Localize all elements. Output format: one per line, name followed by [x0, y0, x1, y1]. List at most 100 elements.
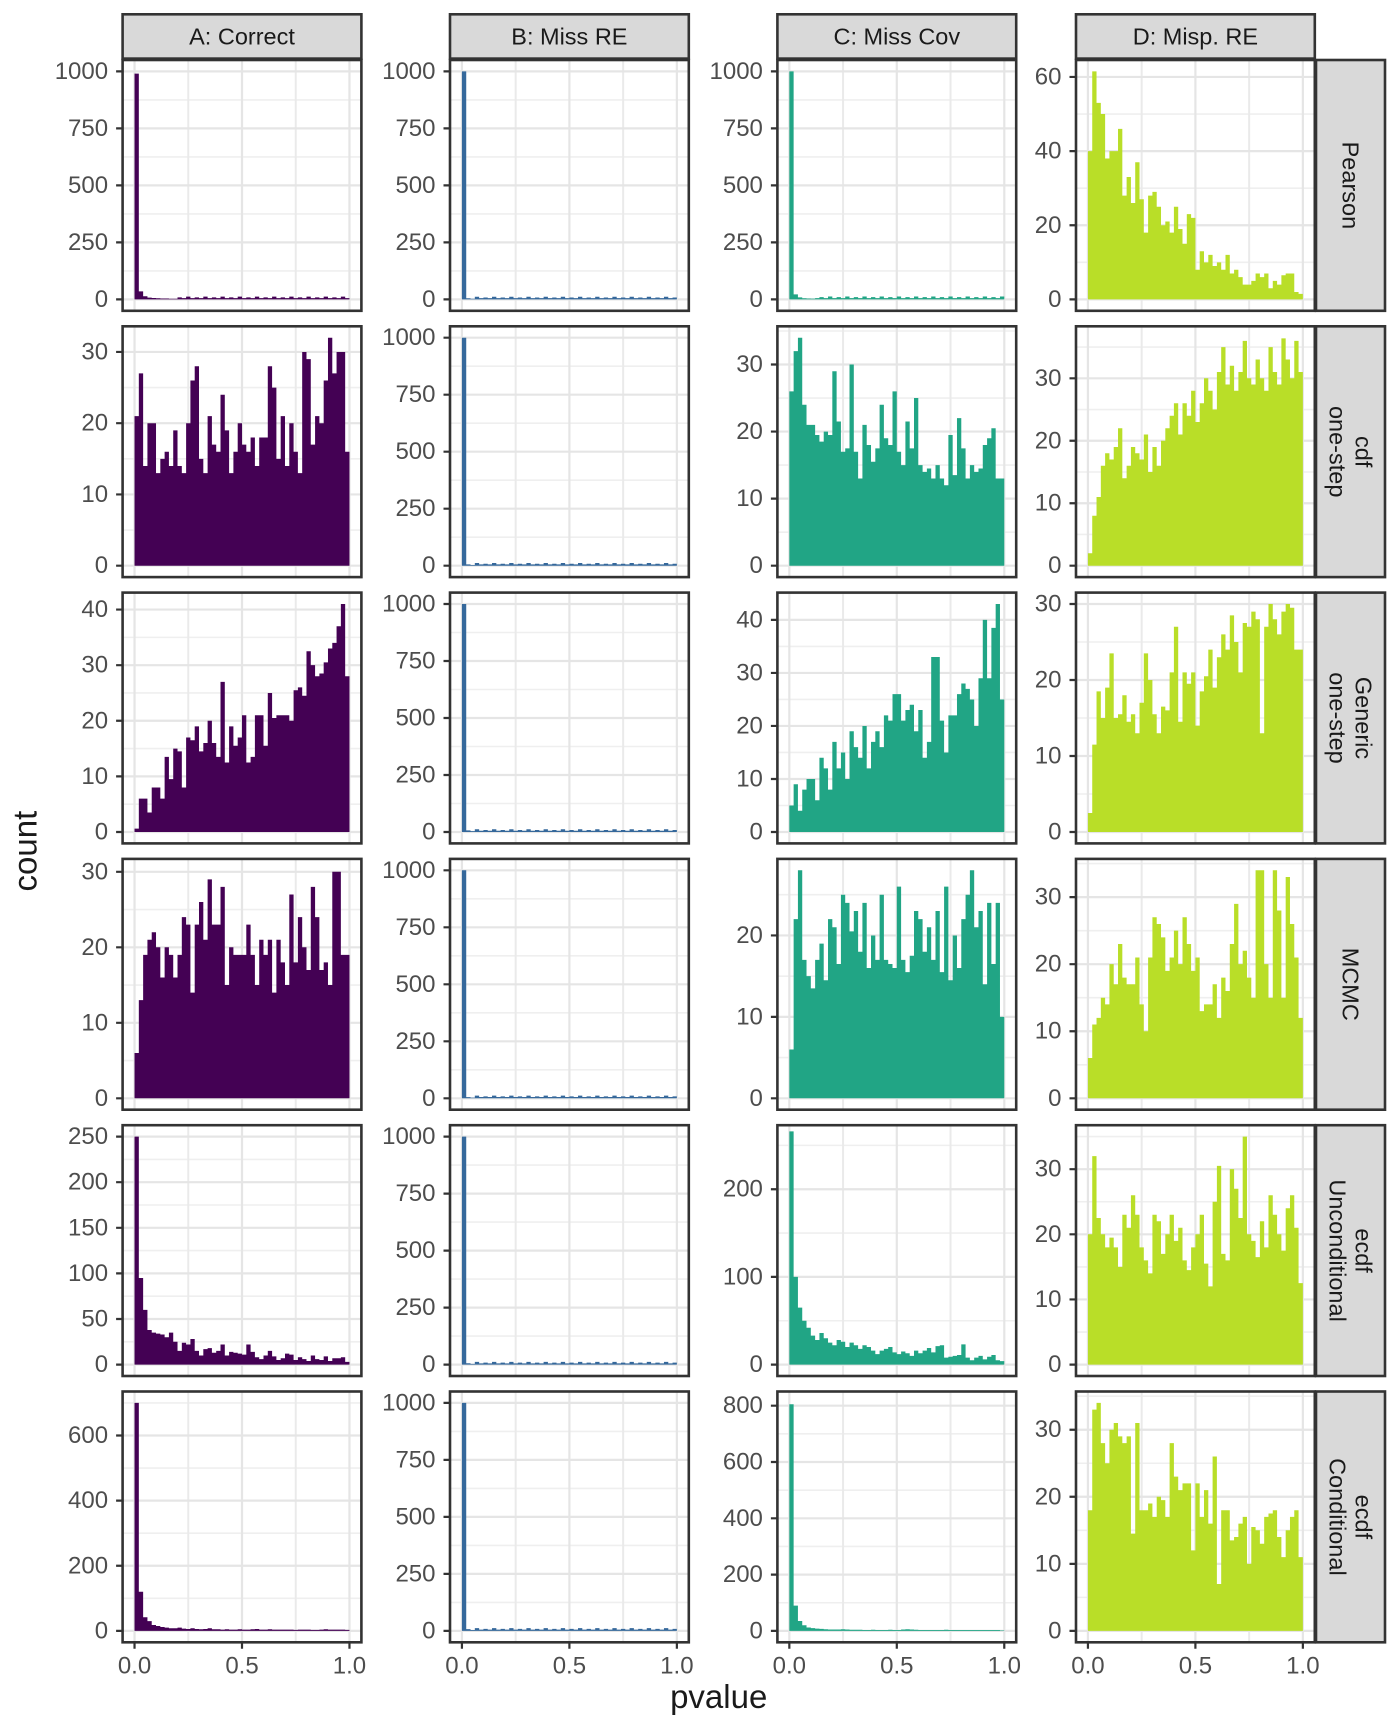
svg-text:1.0: 1.0 [988, 1652, 1021, 1679]
svg-text:30: 30 [736, 659, 763, 686]
svg-text:20: 20 [736, 922, 763, 949]
svg-text:Generic: Generic [1350, 677, 1376, 760]
svg-text:0: 0 [95, 1351, 108, 1378]
svg-text:500: 500 [395, 705, 435, 732]
svg-text:10: 10 [81, 763, 108, 790]
svg-text:40: 40 [81, 596, 108, 623]
svg-text:20: 20 [1035, 427, 1062, 454]
svg-text:250: 250 [68, 229, 108, 256]
svg-text:750: 750 [395, 648, 435, 675]
svg-text:0: 0 [750, 286, 763, 313]
svg-text:40: 40 [1035, 138, 1062, 165]
svg-text:600: 600 [723, 1449, 763, 1476]
svg-text:0: 0 [422, 819, 435, 846]
svg-text:10: 10 [736, 1003, 763, 1030]
svg-text:0: 0 [422, 1085, 435, 1112]
svg-text:MCMC: MCMC [1338, 948, 1364, 1021]
svg-text:D: Misp. RE: D: Misp. RE [1133, 24, 1258, 50]
svg-text:250: 250 [395, 1028, 435, 1055]
svg-text:0.5: 0.5 [1179, 1652, 1212, 1679]
svg-text:10: 10 [736, 765, 763, 792]
svg-text:Unconditional: Unconditional [1325, 1179, 1351, 1321]
svg-text:200: 200 [723, 1561, 763, 1588]
svg-text:10: 10 [1035, 490, 1062, 517]
svg-text:0.0: 0.0 [773, 1652, 806, 1679]
svg-text:1000: 1000 [382, 324, 435, 351]
svg-text:600: 600 [68, 1422, 108, 1449]
svg-text:10: 10 [81, 481, 108, 508]
svg-text:0: 0 [95, 819, 108, 846]
svg-text:30: 30 [1035, 884, 1062, 911]
svg-text:1.0: 1.0 [333, 1652, 366, 1679]
svg-text:20: 20 [81, 934, 108, 961]
svg-text:pvalue: pvalue [670, 1678, 767, 1715]
svg-text:count: count [7, 811, 44, 892]
svg-text:200: 200 [68, 1552, 108, 1579]
svg-text:1000: 1000 [382, 1123, 435, 1150]
svg-text:20: 20 [1035, 1483, 1062, 1510]
svg-text:100: 100 [68, 1260, 108, 1287]
svg-text:C: Miss Cov: C: Miss Cov [833, 24, 960, 50]
svg-text:750: 750 [395, 1446, 435, 1473]
svg-text:250: 250 [68, 1123, 108, 1150]
svg-text:500: 500 [395, 1503, 435, 1530]
svg-text:0: 0 [422, 286, 435, 313]
svg-text:30: 30 [81, 652, 108, 679]
svg-text:0: 0 [1048, 1617, 1061, 1644]
svg-text:1000: 1000 [55, 58, 108, 85]
svg-text:Pearson: Pearson [1338, 142, 1364, 230]
svg-text:250: 250 [395, 1560, 435, 1587]
svg-text:0.5: 0.5 [553, 1652, 586, 1679]
svg-text:150: 150 [68, 1214, 108, 1241]
svg-text:200: 200 [68, 1169, 108, 1196]
svg-text:50: 50 [81, 1306, 108, 1333]
svg-text:10: 10 [1035, 1286, 1062, 1313]
svg-text:20: 20 [81, 410, 108, 437]
svg-text:30: 30 [1035, 365, 1062, 392]
svg-text:0: 0 [1048, 819, 1061, 846]
svg-text:500: 500 [395, 1237, 435, 1264]
svg-text:0: 0 [750, 1085, 763, 1112]
svg-text:750: 750 [723, 115, 763, 142]
svg-text:1000: 1000 [382, 591, 435, 618]
svg-text:20: 20 [81, 707, 108, 734]
svg-text:200: 200 [723, 1176, 763, 1203]
svg-text:30: 30 [1035, 591, 1062, 618]
svg-text:400: 400 [723, 1505, 763, 1532]
svg-text:20: 20 [1035, 1221, 1062, 1248]
svg-text:20: 20 [1035, 667, 1062, 694]
svg-text:250: 250 [723, 229, 763, 256]
svg-text:750: 750 [395, 381, 435, 408]
svg-text:750: 750 [68, 115, 108, 142]
svg-text:0: 0 [1048, 552, 1061, 579]
svg-text:cdf: cdf [1350, 436, 1376, 468]
svg-text:0: 0 [422, 1351, 435, 1378]
svg-text:20: 20 [736, 418, 763, 445]
svg-text:20: 20 [1035, 212, 1062, 239]
svg-text:500: 500 [395, 172, 435, 199]
svg-text:0: 0 [95, 1617, 108, 1644]
svg-text:10: 10 [1035, 1550, 1062, 1577]
svg-text:20: 20 [1035, 951, 1062, 978]
svg-text:250: 250 [395, 229, 435, 256]
svg-text:1.0: 1.0 [660, 1652, 693, 1679]
svg-text:one-step: one-step [1325, 406, 1351, 497]
svg-text:0: 0 [1048, 1085, 1061, 1112]
svg-text:0: 0 [422, 552, 435, 579]
svg-text:ecdf: ecdf [1350, 1228, 1376, 1273]
svg-text:250: 250 [395, 1294, 435, 1321]
svg-text:400: 400 [68, 1487, 108, 1514]
svg-text:1000: 1000 [382, 1389, 435, 1416]
svg-text:B: Miss RE: B: Miss RE [511, 24, 627, 50]
svg-text:0: 0 [422, 1617, 435, 1644]
svg-text:ecdf: ecdf [1350, 1495, 1376, 1540]
svg-text:0: 0 [1048, 1351, 1061, 1378]
svg-text:one-step: one-step [1325, 672, 1351, 763]
svg-text:500: 500 [68, 172, 108, 199]
svg-text:250: 250 [395, 762, 435, 789]
svg-text:40: 40 [736, 606, 763, 633]
svg-text:30: 30 [1035, 1156, 1062, 1183]
svg-text:500: 500 [395, 438, 435, 465]
svg-text:30: 30 [1035, 1416, 1062, 1443]
svg-text:1000: 1000 [382, 58, 435, 85]
